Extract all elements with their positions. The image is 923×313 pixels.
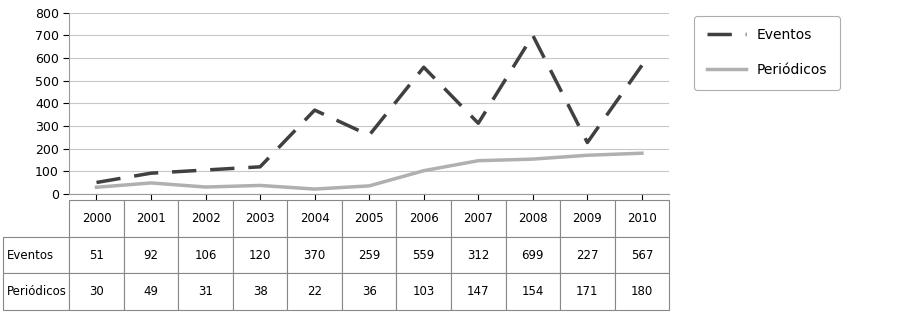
Eventos [255,165,266,169]
Eventos [364,133,375,137]
Eventos [473,121,484,125]
Periódicos [581,153,593,157]
Eventos [418,65,429,69]
Periódicos [636,151,647,155]
Periódicos [473,159,484,162]
Periódicos [91,185,102,189]
Eventos [200,168,211,172]
Eventos [146,171,157,175]
Periódicos [418,169,429,172]
Eventos [91,181,102,184]
Periódicos [255,183,266,187]
Line: Periódicos: Periódicos [97,153,641,189]
Eventos [309,108,320,112]
Periódicos [309,187,320,191]
Line: Eventos: Eventos [97,35,641,182]
Eventos [527,33,538,37]
Periódicos [200,185,211,189]
Eventos [636,64,647,67]
Legend: Eventos, Periódicos: Eventos, Periódicos [694,16,840,90]
Periódicos [527,157,538,161]
Periódicos [364,184,375,188]
Eventos [581,141,593,144]
Periódicos [146,181,157,185]
